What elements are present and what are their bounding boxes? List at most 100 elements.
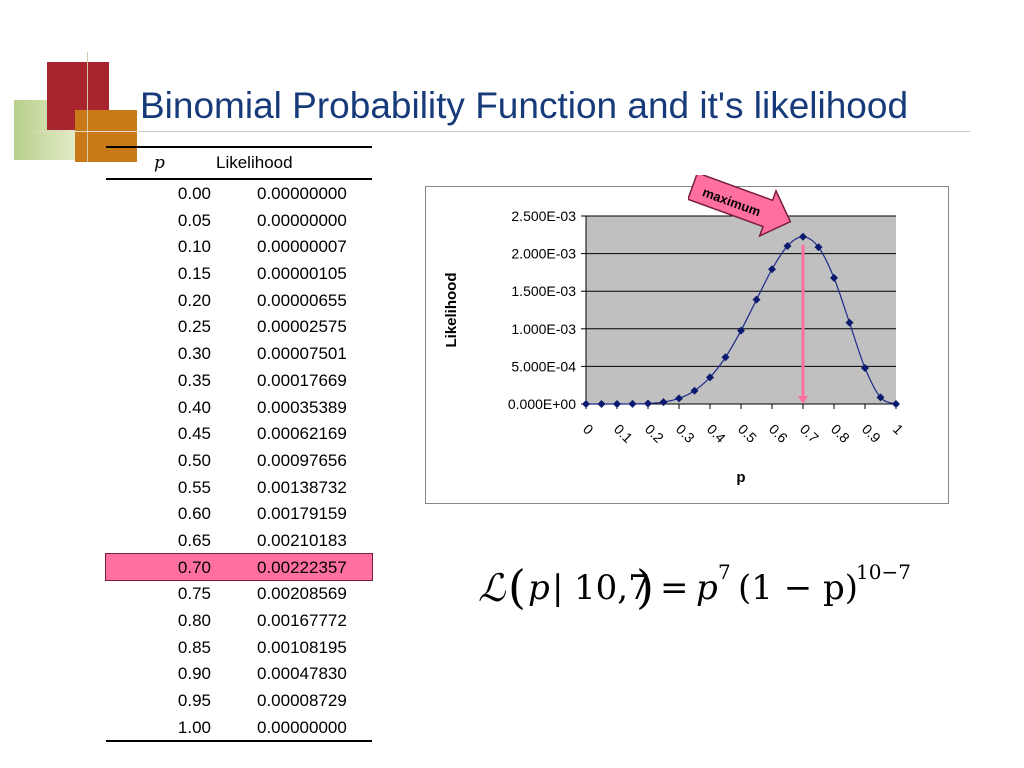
y-tick-label: 1.500E-03 <box>511 283 576 299</box>
cell-likelihood: 0.00062169 <box>257 424 347 444</box>
cell-p: 0.70 <box>177 557 211 577</box>
data-point <box>752 295 761 304</box>
table-row: 0.25 0.00002575 <box>106 313 372 340</box>
formula-lparen: ( <box>508 560 526 614</box>
table-row: 0.45 0.00062169 <box>106 420 372 447</box>
cell-likelihood: 0.00000105 <box>257 264 347 284</box>
formula-exponent-2: 10−7 <box>856 560 911 584</box>
table-row: 0.50 0.00097656 <box>106 447 372 474</box>
cell-p: 0.95 <box>177 691 211 711</box>
cell-likelihood: 0.00167772 <box>257 611 347 630</box>
x-tick-label: 0.5 <box>735 421 760 446</box>
data-point <box>737 326 745 335</box>
y-tick-label: 1.000E-03 <box>511 321 576 337</box>
x-tick-label: 0.8 <box>828 421 853 446</box>
table-row: 0.10 0.00000007 <box>106 233 372 260</box>
data-point <box>582 400 590 408</box>
formula-one-minus-p: (1 − p) <box>738 568 859 608</box>
table-row: 0.65 0.00210183 <box>106 527 372 554</box>
header-p: p <box>154 153 165 173</box>
cell-p: 0.50 <box>177 450 211 470</box>
slide-title: Binomial Probability Function and it's l… <box>140 85 909 126</box>
data-point <box>690 386 699 395</box>
cell-p: 0.80 <box>177 611 211 630</box>
cell-likelihood: 0.00222357 <box>257 557 347 577</box>
table-row: 0.75 0.00208569 <box>106 580 372 607</box>
data-point <box>814 243 823 252</box>
decor-line-horizontal <box>34 131 154 132</box>
cell-p: 0.25 <box>177 317 211 337</box>
x-tick-label: 0 <box>580 421 597 438</box>
x-tick-label: 0.1 <box>611 421 636 446</box>
cell-likelihood: 0.00000000 <box>257 184 347 203</box>
cell-likelihood: 0.00138732 <box>257 477 347 497</box>
data-point <box>830 273 838 282</box>
data-point <box>721 353 730 362</box>
cell-likelihood: 0.00108195 <box>257 637 347 657</box>
y-tick-label: 2.500E-03 <box>511 208 576 224</box>
table-row: 0.80 0.00167772 <box>106 607 372 634</box>
table-row: 0.90 0.00047830 <box>106 660 372 687</box>
x-tick-label: 0.6 <box>766 421 791 446</box>
cell-likelihood: 0.00047830 <box>257 664 347 684</box>
y-tick-label: 0.000E+00 <box>508 396 576 412</box>
cell-p: 0.15 <box>177 264 211 284</box>
y-tick-label: 2.000E-03 <box>511 246 576 262</box>
formula-equals: = <box>660 568 689 608</box>
cell-likelihood: 0.00000000 <box>257 717 347 737</box>
table-row: 0.40 0.00035389 <box>106 394 372 421</box>
cell-likelihood: 0.00007501 <box>257 344 347 364</box>
cell-p: 0.55 <box>177 477 211 497</box>
x-tick-label: 0.3 <box>673 421 698 446</box>
data-point <box>876 393 885 402</box>
title-rule <box>140 131 970 132</box>
decor-line-vertical <box>87 52 88 162</box>
data-point <box>613 399 621 408</box>
formula-rparen: ) <box>636 560 654 614</box>
decor-square-orange <box>75 110 137 162</box>
data-point <box>628 399 637 408</box>
callout-arrow-shape <box>688 175 792 238</box>
cell-likelihood: 0.00208569 <box>257 584 347 604</box>
formula-bar: | <box>552 568 564 608</box>
table-row: 0.00 0.00000000 <box>106 180 372 207</box>
data-point <box>706 373 714 382</box>
formula-p-power: p <box>696 568 718 608</box>
table-row: 0.55 0.00138732 <box>106 474 372 501</box>
cell-p: 0.30 <box>177 344 211 364</box>
cell-p: 0.45 <box>177 424 211 444</box>
table-row: 0.35 0.00017669 <box>106 367 372 394</box>
table-header: p Likelihood <box>106 148 372 180</box>
table-row: 0.05 0.00000000 <box>106 207 372 234</box>
cell-likelihood: 0.00035389 <box>257 397 347 417</box>
cell-p: 1.00 <box>177 717 211 737</box>
table-row: 0.85 0.00108195 <box>106 634 372 661</box>
data-point <box>799 232 807 241</box>
cell-p: 0.00 <box>177 184 211 203</box>
data-point <box>659 398 668 407</box>
table-row: 1.00 0.00000000 <box>106 714 372 741</box>
y-axis-label: Likelihood <box>443 273 460 348</box>
cell-p: 0.40 <box>177 397 211 417</box>
header-likelihood: Likelihood <box>216 153 293 172</box>
cell-p: 0.05 <box>177 210 211 230</box>
chart-area: 0.000E+00 5.000E-04 1.000E-03 1.500E-03 2.00… <box>425 186 949 504</box>
table-row: 0.30 0.00007501 <box>106 340 372 367</box>
y-tick-label: 5.000E-04 <box>511 358 576 374</box>
cell-p: 0.90 <box>177 664 211 684</box>
cell-likelihood: 0.00179159 <box>257 504 347 524</box>
table-row: 0.95 0.00008729 <box>106 687 372 714</box>
cell-likelihood: 0.00210183 <box>257 530 347 550</box>
table-row-max: 0.70 0.00222357 <box>105 552 373 582</box>
cell-p: 0.75 <box>177 584 211 604</box>
x-tick-label: 0.9 <box>859 421 884 446</box>
x-tick-label: 0.2 <box>642 421 667 446</box>
cell-likelihood: 0.00097656 <box>257 450 347 470</box>
cell-likelihood: 0.00000655 <box>257 290 347 310</box>
x-tick-label: 0.4 <box>704 421 729 446</box>
likelihood-formula: ℒ ( p | 10,7 ) = p 7 (1 − p) 10−7 <box>478 560 938 630</box>
formula-p: p <box>528 568 550 608</box>
cell-p: 0.60 <box>177 504 211 524</box>
cell-likelihood: 0.00000000 <box>257 210 347 230</box>
data-point <box>597 400 606 408</box>
